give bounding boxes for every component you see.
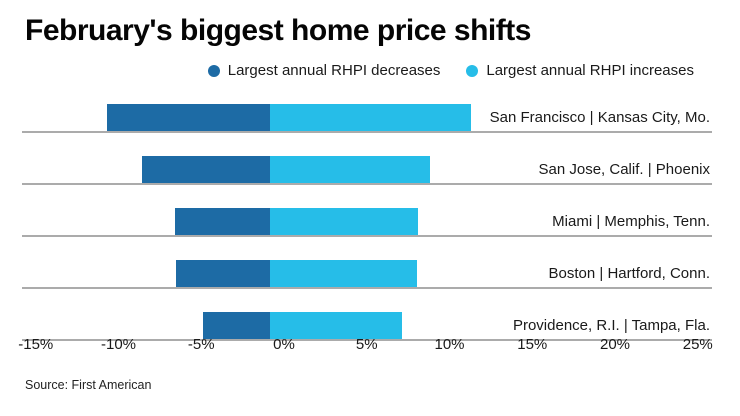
x-axis-tick-label: -15% xyxy=(18,336,54,353)
increase-bar xyxy=(270,208,419,235)
chart-title: February's biggest home price shifts xyxy=(25,14,531,47)
x-axis: -15% -10% -5% 0% 5% 10% 15% 20% 25% xyxy=(0,336,740,358)
increase-dot-icon xyxy=(466,64,479,77)
increase-bar xyxy=(270,312,402,339)
row-label: Miami | Memphis, Tenn. xyxy=(552,213,710,230)
legend-label-decreases: Largest annual RHPI decreases xyxy=(227,62,441,79)
row-label: San Jose, Calif. | Phoenix xyxy=(538,161,711,178)
source-note: Source: First American xyxy=(25,378,152,392)
x-axis-tick-label: 20% xyxy=(599,336,631,353)
decrease-bar xyxy=(202,312,271,339)
plot-area: San Francisco | Kansas City, Mo. San Jose… xyxy=(0,95,740,347)
x-axis-tick-label: 25% xyxy=(682,336,713,353)
increase-bar xyxy=(270,260,417,287)
bar-row: Boston | Hartford, Conn. xyxy=(0,260,740,300)
legend-label-increases: Largest annual RHPI increases xyxy=(486,62,694,79)
decrease-bar xyxy=(174,208,271,235)
legend-item-decreases: Largest annual RHPI decreases xyxy=(207,62,441,79)
row-label: Providence, R.I. | Tampa, Fla. xyxy=(512,317,710,334)
decrease-bar xyxy=(107,104,271,131)
x-axis-tick-label: -10% xyxy=(100,336,137,353)
row-baseline xyxy=(22,235,712,237)
row-baseline xyxy=(22,183,712,185)
legend-item-increases: Largest annual RHPI increases xyxy=(466,62,694,79)
bar-row: San Francisco | Kansas City, Mo. xyxy=(0,104,740,144)
row-label: Boston | Hartford, Conn. xyxy=(548,265,710,282)
x-axis-tick-label: 0% xyxy=(273,336,295,353)
row-baseline xyxy=(22,131,712,133)
row-label: San Francisco | Kansas City, Mo. xyxy=(489,109,710,126)
bar-row: Providence, R.I. | Tampa, Fla. xyxy=(0,312,740,352)
x-axis-tick-label: 5% xyxy=(355,336,378,353)
increase-bar xyxy=(270,156,430,183)
increase-bar xyxy=(270,104,472,131)
x-axis-tick-label: -5% xyxy=(187,336,215,353)
x-axis-tick-label: 10% xyxy=(434,336,465,353)
row-baseline xyxy=(22,339,712,341)
bar-row: San Jose, Calif. | Phoenix xyxy=(0,156,740,196)
decrease-bar xyxy=(176,260,271,287)
decrease-dot-icon xyxy=(207,64,220,77)
decrease-bar xyxy=(141,156,271,183)
bar-row: Miami | Memphis, Tenn. xyxy=(0,208,740,248)
legend: Largest annual RHPI decreases Largest an… xyxy=(207,62,694,79)
row-baseline xyxy=(22,287,712,289)
x-axis-tick-label: 15% xyxy=(517,336,548,353)
